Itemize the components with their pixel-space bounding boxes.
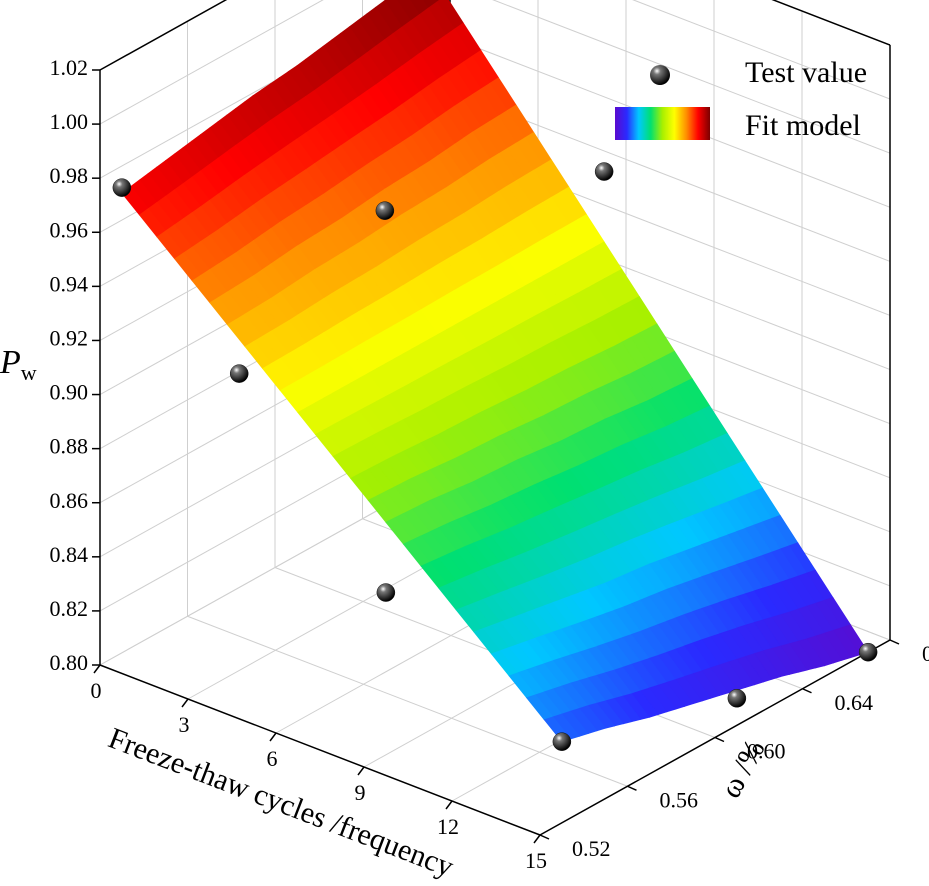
z-tick-label: 1.02 [50, 55, 89, 80]
grid-line [772, 0, 891, 46]
legend-marker [650, 65, 670, 85]
y-tick [889, 639, 900, 645]
x-tick [445, 800, 453, 810]
z-tick-label: 0.82 [50, 596, 89, 621]
z-tick-label: 0.98 [50, 163, 89, 188]
surface [121, 0, 869, 743]
x-tick-label: 9 [355, 780, 366, 805]
legend-colorbar [615, 107, 710, 140]
test-point [376, 583, 396, 602]
test-point [375, 201, 395, 220]
x-tick-label: 6 [267, 746, 278, 771]
y-tick-label: 0.64 [835, 690, 874, 715]
points [112, 162, 878, 751]
grid-line [632, 0, 891, 100]
test-point [727, 689, 747, 708]
x-tick [269, 732, 277, 742]
legend-label: Test value [745, 56, 867, 89]
z-tick-label: 0.80 [50, 650, 89, 675]
z-tick-label: 0.92 [50, 326, 89, 351]
z-tick-label: 0.96 [50, 217, 89, 242]
z-tick-label: 0.86 [50, 488, 89, 513]
y-tick [627, 785, 637, 791]
x-tick-label: 3 [179, 712, 190, 737]
test-point [858, 642, 878, 662]
y-tick [539, 834, 550, 840]
x-axis-title: Freeze-thaw cycles /frequency [104, 721, 458, 883]
grid-line [187, 615, 628, 787]
z-tick-label: 0.94 [50, 271, 89, 296]
z-axis-title-main: P [0, 344, 21, 381]
grid-line [492, 0, 891, 154]
z-axis-title-sub: w [21, 360, 37, 385]
z-axis-title: Pw [0, 344, 37, 385]
x-tick [181, 698, 189, 708]
x-tick-label: 15 [525, 848, 547, 873]
z-tick-label: 0.88 [50, 434, 89, 459]
test-point [594, 162, 614, 181]
axis-line [771, 0, 891, 46]
legend-label: Fit model [745, 109, 861, 142]
x-tick [93, 664, 101, 674]
y-tick [714, 736, 725, 743]
labels: 0.80 0.82 0.84 0.86 0.88 0.90 0.92 0.94 0.96 0.98… [50, 55, 929, 873]
x-tick [533, 834, 541, 844]
axis-line [99, 664, 541, 836]
y-tick-label: 0.52 [572, 836, 611, 861]
test-point [112, 178, 132, 197]
y-tick [802, 688, 812, 694]
x-tick-label: 12 [437, 814, 459, 839]
x-tick-label: 0 [91, 678, 102, 703]
axis-line [99, 0, 228, 71]
test-point [229, 364, 249, 383]
y-tick-label: 0.56 [660, 787, 699, 812]
z-tick-label: 1.00 [50, 109, 89, 134]
test-point [552, 732, 572, 751]
y-tick-label: 0.68 [922, 641, 929, 666]
x-tick [357, 766, 365, 776]
z-tick-label: 0.84 [50, 542, 89, 567]
z-tick-label: 0.90 [50, 380, 89, 405]
y-tick-label: 0.60 [747, 739, 786, 764]
